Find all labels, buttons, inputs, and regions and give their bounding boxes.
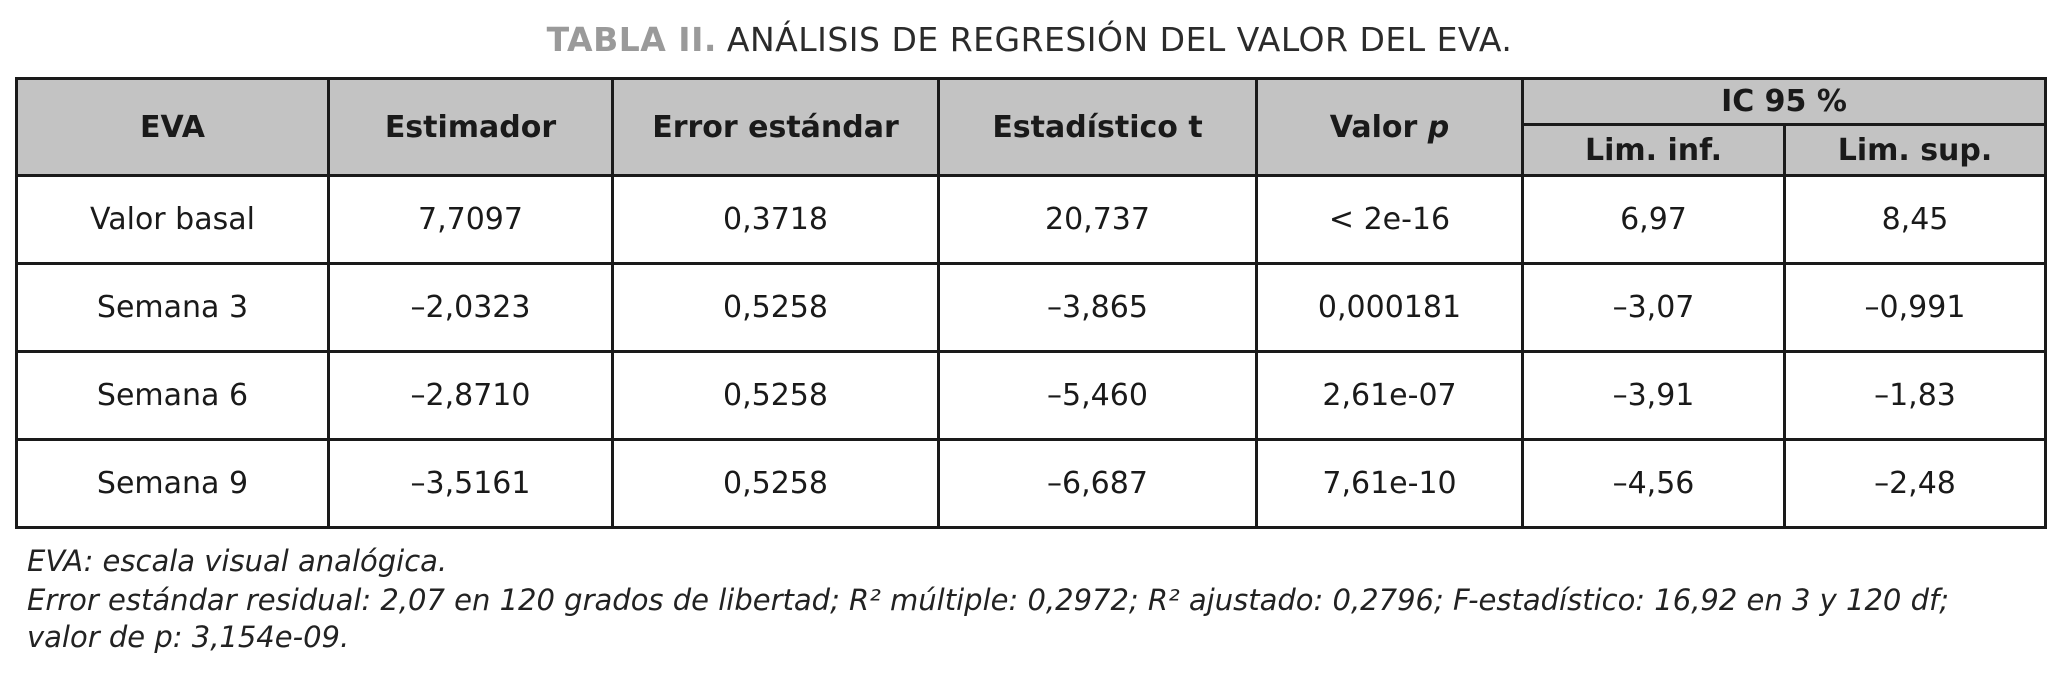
cell-valor-p: 0,000181 bbox=[1255, 262, 1524, 353]
header-row-2: Lim. inf. Lim. sup. bbox=[17, 123, 2047, 177]
cell-error-estandar: 0,5258 bbox=[611, 350, 940, 441]
header-lim-inf: Lim. inf. bbox=[1521, 123, 1786, 177]
table-footnotes: EVA: escala visual analógica. Error está… bbox=[27, 543, 2017, 656]
cell-lim-inf: –4,56 bbox=[1521, 438, 1786, 529]
cell-estadistico-t: –6,687 bbox=[937, 438, 1258, 529]
table-row-semana-3: Semana 3 –2,0323 0,5258 –3,865 0,000181 … bbox=[15, 262, 2047, 353]
table-header: EVA Estimador Error estándar Estadístico… bbox=[15, 77, 2047, 177]
cell-error-estandar: 0,3718 bbox=[611, 174, 940, 265]
cell-label: Semana 3 bbox=[15, 262, 330, 353]
cell-lim-inf: –3,91 bbox=[1521, 350, 1786, 441]
table-title: TABLA II. ANÁLISIS DE REGRESIÓN DEL VALOR… bbox=[15, 20, 2044, 59]
cell-label: Valor basal bbox=[15, 174, 330, 265]
table-row-valor-basal: Valor basal 7,7097 0,3718 20,737 < 2e-16… bbox=[15, 174, 2047, 265]
header-estadistico-t: Estadístico t bbox=[937, 77, 1258, 177]
cell-label: Semana 6 bbox=[15, 350, 330, 441]
cell-valor-p: < 2e-16 bbox=[1255, 174, 1524, 265]
cell-estimador: –2,0323 bbox=[327, 262, 614, 353]
cell-estadistico-t: 20,737 bbox=[937, 174, 1258, 265]
header-eva: EVA bbox=[15, 77, 330, 177]
header-estimador: Estimador bbox=[327, 77, 614, 177]
cell-valor-p: 7,61e-10 bbox=[1255, 438, 1524, 529]
header-valor-p-symbol: p bbox=[1427, 109, 1450, 145]
header-lim-sup: Lim. sup. bbox=[1783, 123, 2047, 177]
footnote-abbreviation: EVA: escala visual analógica. bbox=[27, 544, 448, 578]
header-ic95: IC 95 % bbox=[1521, 77, 2047, 126]
cell-lim-inf: –3,07 bbox=[1521, 262, 1786, 353]
cell-lim-sup: –0,991 bbox=[1783, 262, 2047, 353]
cell-lim-inf: 6,97 bbox=[1521, 174, 1786, 265]
cell-estimador: –2,8710 bbox=[327, 350, 614, 441]
footnote-statistics: Error estándar residual: 2,07 en 120 gra… bbox=[27, 583, 1949, 655]
cell-estimador: 7,7097 bbox=[327, 174, 614, 265]
header-error-estandar: Error estándar bbox=[611, 77, 940, 177]
header-row-1: EVA Estimador Error estándar Estadístico… bbox=[15, 77, 2047, 177]
cell-lim-sup: –1,83 bbox=[1783, 350, 2047, 441]
header-valor-p: Valor p bbox=[1255, 77, 1524, 177]
cell-label: Semana 9 bbox=[15, 438, 330, 529]
cell-estimador: –3,5161 bbox=[327, 438, 614, 529]
table-title-text: ANÁLISIS DE REGRESIÓN DEL VALOR DEL EVA. bbox=[726, 20, 1513, 59]
cell-estadistico-t: –5,460 bbox=[937, 350, 1258, 441]
table-row-semana-9: Semana 9 –3,5161 0,5258 –6,687 7,61e-10 … bbox=[15, 438, 2047, 529]
table-body: Valor basal 7,7097 0,3718 20,737 < 2e-16… bbox=[15, 174, 2047, 529]
cell-error-estandar: 0,5258 bbox=[611, 438, 940, 529]
table-row-semana-6: Semana 6 –2,8710 0,5258 –5,460 2,61e-07 … bbox=[15, 350, 2047, 441]
table-title-label: TABLA II. bbox=[546, 20, 717, 59]
cell-lim-sup: –2,48 bbox=[1783, 438, 2047, 529]
cell-valor-p: 2,61e-07 bbox=[1255, 350, 1524, 441]
header-valor-p-prefix: Valor bbox=[1329, 109, 1418, 145]
cell-error-estandar: 0,5258 bbox=[611, 262, 940, 353]
cell-estadistico-t: –3,865 bbox=[937, 262, 1258, 353]
cell-lim-sup: 8,45 bbox=[1783, 174, 2047, 265]
regression-table: EVA Estimador Error estándar Estadístico… bbox=[15, 77, 2047, 529]
